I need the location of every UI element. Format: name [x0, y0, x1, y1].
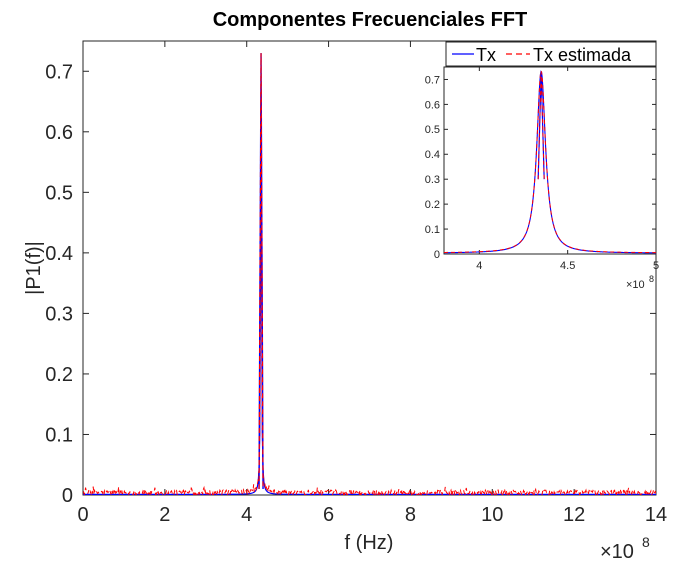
- main-x-tick-label: 2: [159, 504, 170, 526]
- main-x-tick-label: 10: [481, 504, 503, 526]
- main-y-tick-label: 0: [62, 485, 73, 507]
- inset-y-tick-label: 0.6: [425, 99, 440, 111]
- main-series: [83, 53, 656, 495]
- inset-x-exponent: ×10 8: [626, 274, 654, 291]
- inset-series: [444, 70, 656, 254]
- main-x-exponent: ×10 8: [600, 534, 650, 563]
- legend: Tx Tx estimada: [445, 41, 657, 67]
- series-peak-tx-estimada: [258, 53, 264, 489]
- main-y-tick-label: 0.4: [45, 243, 73, 265]
- main-y-tick-label: 0.6: [45, 122, 73, 144]
- main-y-tick-label: 0.3: [45, 303, 73, 325]
- inset-x-tick-label: 4.5: [560, 260, 575, 272]
- main-x-tick-label: 0: [77, 504, 88, 526]
- inset-series-peak-tx-estimada: [537, 71, 545, 180]
- main-x-exponent-base: ×10: [600, 541, 634, 563]
- main-x-tick-label: 6: [323, 504, 334, 526]
- inset-y-tick-label: 0.2: [425, 199, 440, 211]
- main-y-tick-label: 0.7: [45, 61, 73, 83]
- main-x-exponent-power: 8: [642, 534, 650, 550]
- main-x-tick-label: 4: [241, 504, 252, 526]
- inset-x-tick-label: 5: [653, 260, 659, 272]
- main-y-tick-label: 0.5: [45, 182, 73, 204]
- inset-y-tick-label: 0.3: [425, 174, 440, 186]
- inset-x-tick-label: 4: [476, 260, 482, 272]
- inset-y-ticks: 0 0.1 0.2 0.3 0.4 0.5 0.6 0.7: [425, 74, 656, 261]
- inset-y-tick-label: 0: [434, 249, 440, 261]
- main-y-tick-label: 0.2: [45, 364, 73, 386]
- main-x-tick-label: 14: [645, 504, 667, 526]
- main-x-tick-label: 12: [563, 504, 585, 526]
- x-axis-title: f (Hz): [345, 532, 394, 554]
- inset-x-exponent-power: 8: [649, 274, 654, 284]
- main-x-tick-label: 8: [405, 504, 416, 526]
- y-axis-title: |P1(f)|: [23, 241, 45, 295]
- inset-y-tick-label: 0.7: [425, 74, 440, 86]
- main-y-tick-label: 0.1: [45, 424, 73, 446]
- legend-label-tx-estimada: Tx estimada: [533, 45, 632, 65]
- inset-x-exponent-base: ×10: [626, 279, 645, 291]
- inset-series-line-tx-estimada: [444, 70, 656, 254]
- inset-plot-frame: [443, 66, 657, 255]
- inset-axes: 4 4.5 5 00.10.20.30.40.50.60.7: [425, 66, 659, 272]
- inset-y-tick-label: 0.5: [425, 124, 440, 136]
- inset-y-tick-label: 0.4: [425, 149, 440, 161]
- main-y-ticks: 0 0.1 0.2 0.3 0.4 0.5 0.6 0.7: [45, 61, 656, 507]
- inset-y-tick-label: 0.1: [425, 224, 440, 236]
- legend-label-tx: Tx: [476, 45, 496, 65]
- inset-x-ticks: 4 4.5 5: [476, 67, 659, 272]
- series-line-tx-estimada: [83, 128, 656, 495]
- legend-box: [445, 41, 657, 67]
- chart-title: Componentes Frecuenciales FFT: [213, 9, 528, 31]
